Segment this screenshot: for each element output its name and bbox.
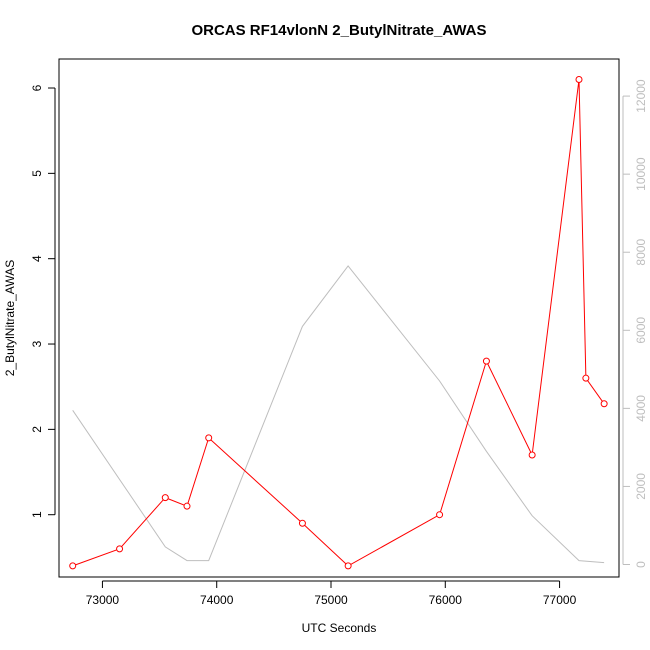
y-tick-label-right: 0: [634, 561, 648, 568]
chart-title: ORCAS RF14vlonN 2_ButylNitrate_AWAS: [191, 22, 486, 39]
data-point: [161, 494, 169, 502]
data-point: [116, 545, 124, 553]
y-tick-label-right: 4000: [634, 395, 648, 422]
y-tick-label-right: 10000: [634, 157, 648, 191]
data-point: [482, 357, 490, 365]
x-axis: 73000 74000 75000 76000 77000: [86, 580, 577, 607]
y-axis-label: 2_ButylNitrate_AWAS: [3, 260, 17, 377]
y-tick-label-right: 12000: [634, 79, 648, 113]
y-tick-label-right: 6000: [634, 317, 648, 344]
data-point: [69, 562, 77, 570]
data-point: [205, 434, 213, 442]
data-point: [582, 374, 590, 382]
x-tick-label: 75000: [314, 593, 348, 607]
y-tick-label: 2: [30, 426, 44, 433]
right-axis: 0 2000 4000 6000 8000 10000 12000: [622, 79, 648, 568]
data-point: [575, 75, 583, 83]
y-tick-label-right: 2000: [634, 473, 648, 500]
left-axis: 1 2 3 4 5 6: [30, 84, 56, 518]
x-tick-label: 76000: [429, 593, 463, 607]
y-tick-label: 1: [30, 511, 44, 518]
x-tick-label: 74000: [200, 593, 234, 607]
data-point: [344, 562, 352, 570]
y-tick-label: 6: [30, 84, 44, 91]
y-tick-label: 5: [30, 170, 44, 177]
series-line: [72, 79, 605, 567]
data-point: [600, 400, 608, 408]
data-point: [528, 451, 536, 459]
x-tick-label: 73000: [86, 593, 120, 607]
x-tick-label: 77000: [543, 593, 577, 607]
y-tick-label-right: 8000: [634, 239, 648, 266]
data-point: [436, 511, 444, 519]
plot-frame: [58, 58, 620, 578]
y-tick-label: 3: [30, 340, 44, 347]
data-point: [298, 519, 306, 527]
series-layer: [69, 75, 608, 570]
data-point: [183, 502, 191, 510]
x-axis-label: UTC Seconds: [302, 621, 377, 635]
y-tick-label: 4: [30, 255, 44, 262]
series-line-right: [72, 265, 605, 564]
